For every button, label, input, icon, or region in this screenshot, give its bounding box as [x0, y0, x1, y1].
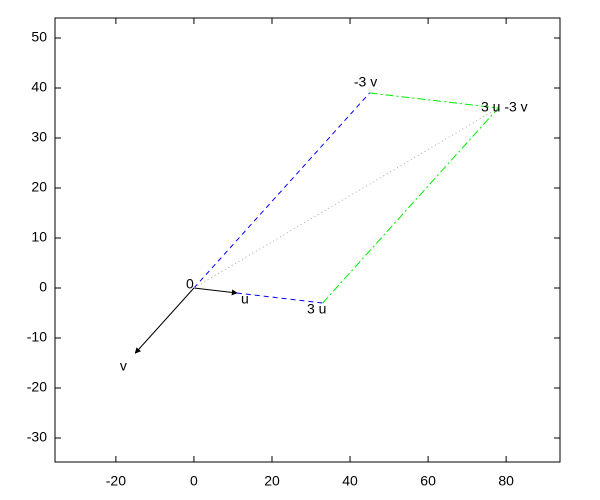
point-label: -3 v — [354, 74, 377, 90]
x-tick-label: 40 — [342, 473, 358, 489]
vector-line — [193, 287, 238, 296]
vector-line — [322, 107, 499, 304]
y-tick-label: 10 — [31, 229, 47, 245]
vector-line — [369, 92, 499, 109]
x-tick-label: 0 — [190, 473, 198, 489]
y-tick-label: 50 — [31, 29, 47, 45]
vector-line — [193, 92, 370, 289]
point-label: 0 — [186, 276, 194, 292]
point-label: u — [241, 291, 249, 307]
point-label: 3 u -3 v — [481, 99, 528, 115]
y-tick-label: 0 — [39, 279, 47, 295]
plot-frame — [54, 17, 561, 463]
y-tick-label: 20 — [31, 179, 47, 195]
vector-line — [134, 287, 195, 354]
point-label: 3 u — [307, 301, 326, 317]
y-tick-label: 30 — [31, 129, 47, 145]
point-label: v — [120, 358, 127, 374]
y-tick-label: -30 — [27, 429, 47, 445]
vector-line — [236, 292, 323, 304]
x-tick-label: -20 — [106, 473, 126, 489]
x-tick-label: 60 — [420, 473, 436, 489]
y-tick-label: -10 — [27, 329, 47, 345]
y-tick-label: 40 — [31, 79, 47, 95]
x-tick-label: 20 — [264, 473, 280, 489]
x-tick-label: 80 — [498, 473, 514, 489]
vector-line — [193, 107, 499, 289]
y-tick-label: -20 — [27, 379, 47, 395]
